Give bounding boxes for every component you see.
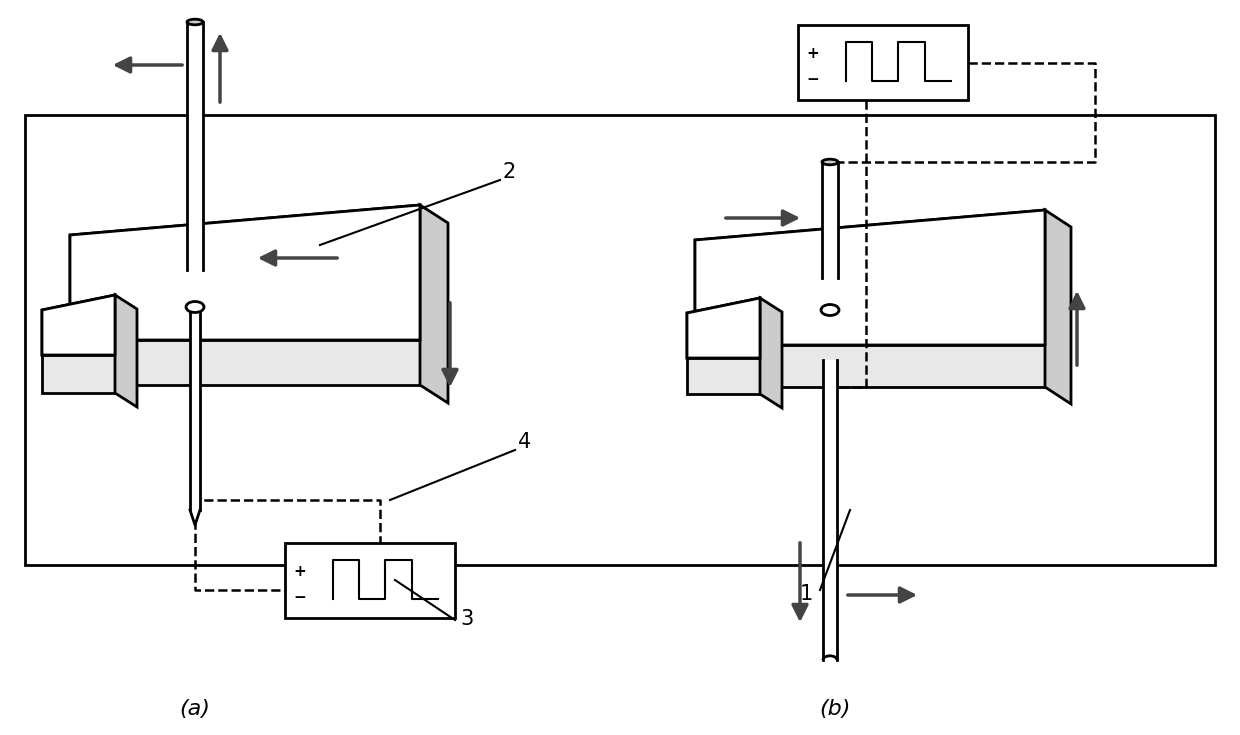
Polygon shape (420, 205, 448, 403)
Polygon shape (694, 345, 1045, 387)
Bar (25, 115, 1215, 565)
Ellipse shape (821, 304, 839, 315)
Bar (285, 543, 455, 618)
Polygon shape (694, 210, 1045, 345)
Text: −: − (293, 589, 306, 604)
Polygon shape (69, 205, 420, 340)
Ellipse shape (187, 19, 203, 25)
Text: (a): (a) (180, 699, 211, 719)
Text: −: − (806, 71, 818, 87)
Polygon shape (760, 298, 782, 408)
Text: 2: 2 (503, 162, 516, 182)
Text: 1: 1 (800, 584, 813, 604)
Polygon shape (1045, 210, 1071, 404)
Polygon shape (69, 340, 420, 385)
Ellipse shape (822, 159, 838, 165)
Polygon shape (42, 355, 115, 393)
Polygon shape (42, 295, 115, 355)
Polygon shape (687, 298, 760, 358)
Text: (b): (b) (820, 699, 851, 719)
Text: +: + (806, 46, 818, 61)
Polygon shape (69, 205, 420, 340)
Polygon shape (694, 210, 1045, 345)
Ellipse shape (186, 301, 205, 312)
Text: 4: 4 (518, 432, 531, 452)
Polygon shape (687, 358, 760, 394)
Polygon shape (115, 295, 136, 407)
Polygon shape (42, 295, 115, 355)
Text: +: + (293, 564, 306, 579)
Polygon shape (687, 298, 760, 358)
Bar (799, 25, 968, 100)
Text: 3: 3 (460, 609, 474, 629)
